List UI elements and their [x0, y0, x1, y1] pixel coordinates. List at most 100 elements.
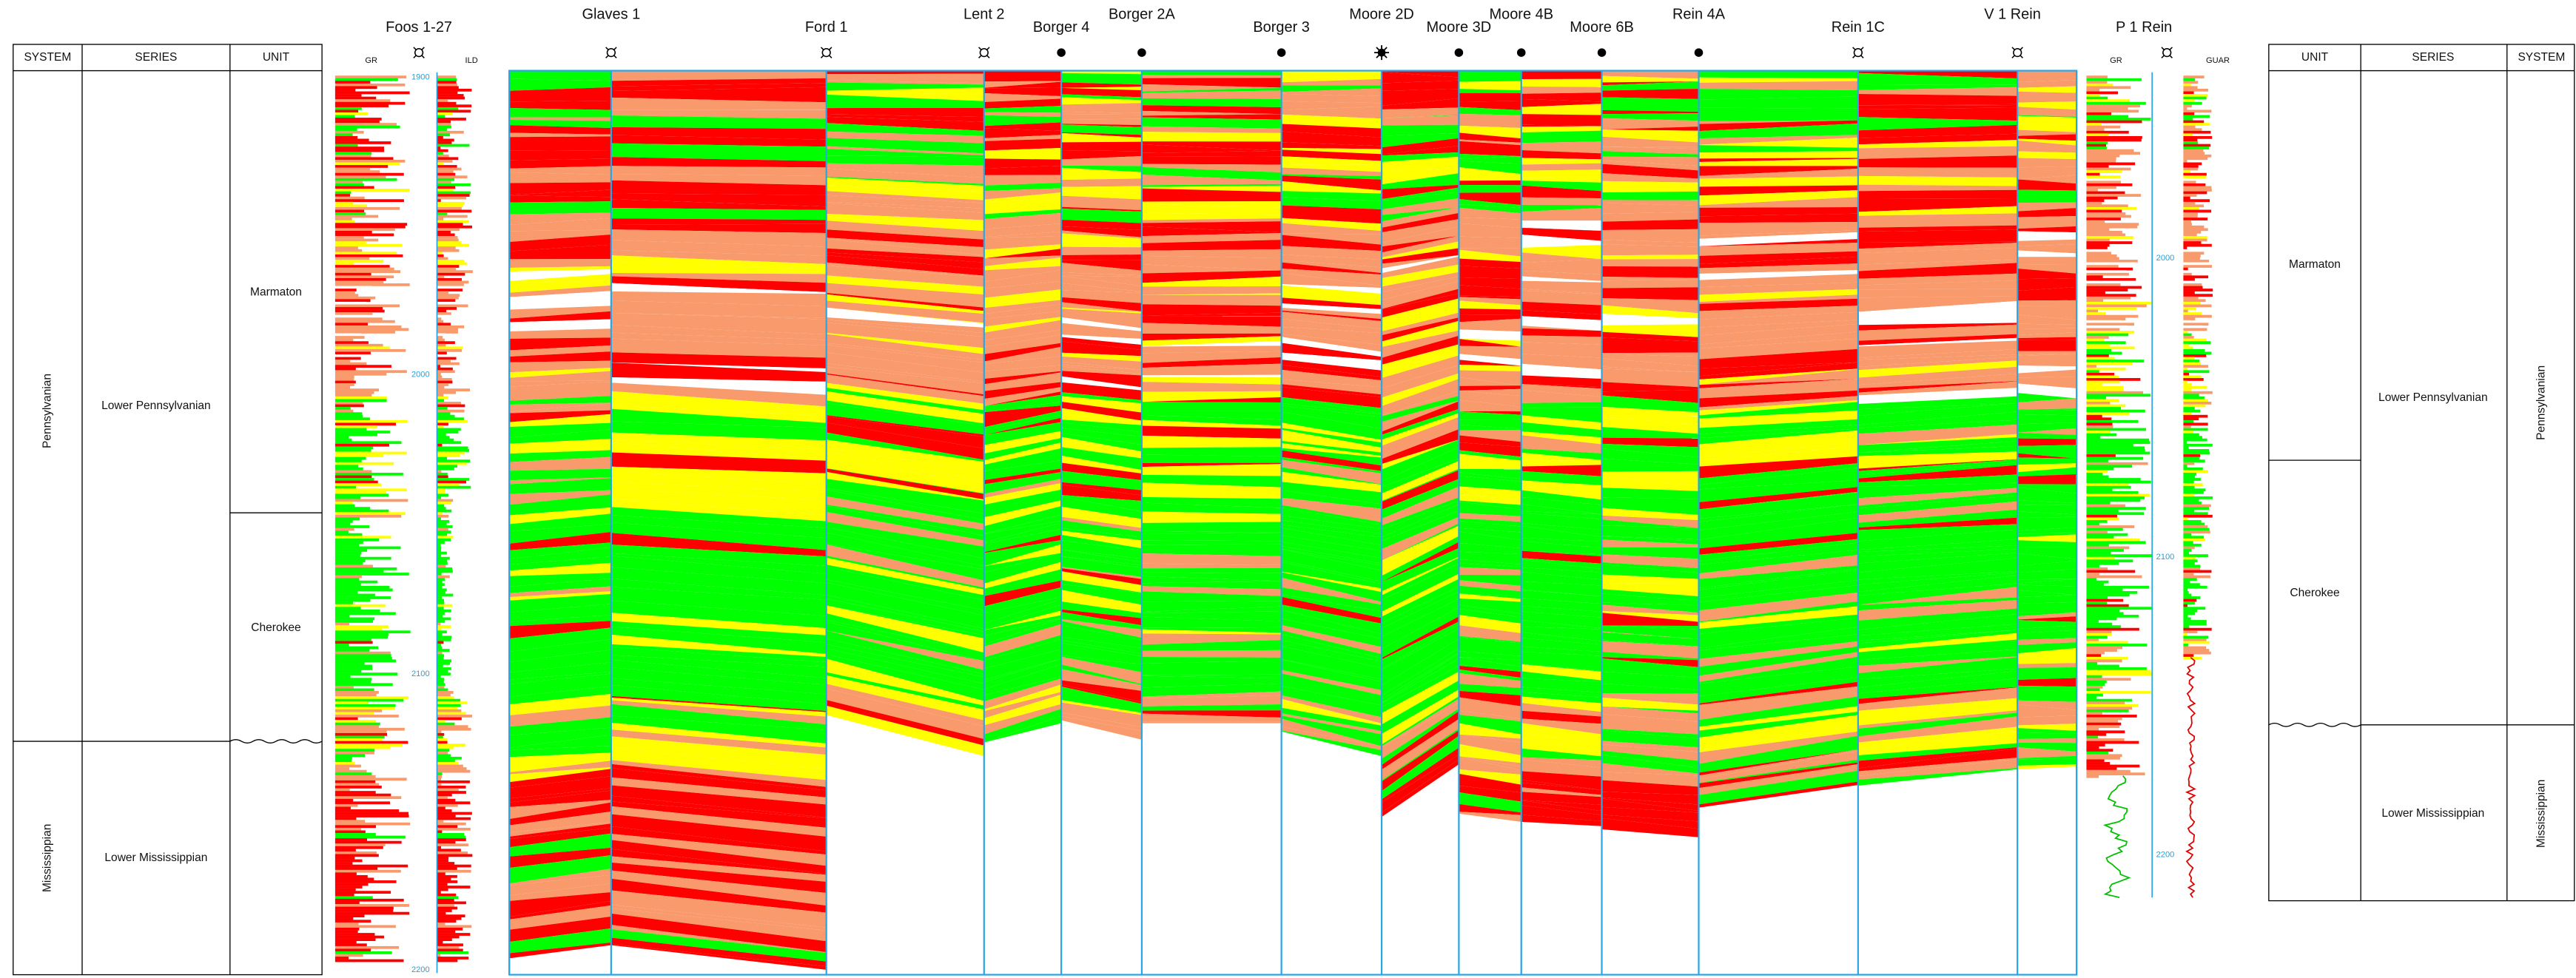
log-well-name: Foos 1-27: [386, 19, 452, 36]
gr-bar: [335, 217, 352, 220]
gr-bar: [2086, 286, 2142, 289]
ild-bar: [437, 770, 471, 773]
gr-bar: [2086, 512, 2144, 515]
ild-bar: [437, 502, 451, 505]
gr-bar: [335, 515, 401, 518]
ild-bar: [437, 280, 469, 283]
guar-bar: [2183, 444, 2212, 447]
band: [1142, 132, 1282, 141]
ild-bar: [437, 576, 450, 579]
well-symbol: [1861, 55, 1863, 58]
band: [1521, 114, 1602, 126]
gr-bar: [335, 809, 399, 812]
ild-bar: [437, 468, 454, 471]
ild-bar: [437, 533, 447, 536]
ild-bar: [437, 228, 460, 231]
guar-bar: [2183, 204, 2204, 207]
gr-bar: [2086, 704, 2138, 707]
gr-bar: [335, 578, 360, 581]
ild-bar: [437, 231, 451, 234]
gr-bar: [2086, 109, 2139, 112]
gr-bar: [2086, 226, 2137, 229]
guar-bar: [2183, 591, 2188, 594]
gr-bar: [2086, 283, 2120, 286]
gr-bar: [335, 712, 374, 715]
gr-bar: [2086, 547, 2129, 550]
gr-bar: [2086, 123, 2101, 126]
ild-bar: [437, 933, 471, 936]
gr-bar: [335, 659, 396, 662]
ild-bar: [437, 449, 469, 452]
ild-bar: [437, 94, 464, 97]
gr-bar: [335, 152, 371, 155]
ild-bar: [437, 851, 468, 854]
guar-bar: [2183, 115, 2210, 118]
gr-bar: [335, 904, 409, 907]
gr-bar: [2086, 260, 2137, 263]
gr-bar: [2086, 767, 2116, 770]
gr-bar: [2086, 121, 2142, 124]
ild-bar: [437, 128, 448, 131]
guar-bar: [2183, 109, 2211, 112]
ild-bar: [437, 907, 458, 910]
band: [2017, 732, 2076, 739]
ild-bar: [437, 457, 447, 460]
guar-bar: [2183, 249, 2199, 252]
gr-bar: [335, 754, 365, 757]
gr-bar: [2086, 336, 2108, 339]
ild-bar: [437, 405, 465, 408]
ild-bar: [437, 691, 454, 694]
guar-bar: [2183, 346, 2193, 349]
ild-bar: [437, 862, 455, 865]
ild-bar: [437, 849, 461, 851]
gr-bar: [335, 786, 382, 789]
gr-bar: [335, 601, 353, 604]
guar-bar: [2183, 594, 2191, 597]
guar-bar: [2183, 163, 2202, 166]
gr-bar: [2086, 268, 2133, 271]
guar-bar: [2183, 302, 2200, 305]
ild-bar: [437, 735, 443, 738]
ild-bar: [437, 444, 443, 447]
guar-bar: [2183, 386, 2207, 389]
gr-bar: [2086, 667, 2146, 670]
ild-bar: [437, 510, 452, 513]
ild-bar: [437, 331, 458, 334]
ild-bar: [437, 586, 443, 589]
gr-bar: [2086, 215, 2131, 218]
gr-bar: [335, 830, 366, 833]
ild-bar: [437, 481, 466, 484]
guar-bar: [2183, 294, 2213, 297]
gr-bar: [2086, 168, 2131, 171]
gr-bar: [335, 283, 410, 286]
ild-bar: [437, 260, 465, 263]
gr-bar: [335, 439, 352, 442]
gr-bar: [2086, 530, 2107, 533]
gr-bar: [2086, 92, 2118, 95]
gr-bar: [335, 123, 397, 126]
gr-bar: [2086, 133, 2108, 136]
ild-bar: [437, 346, 463, 349]
ild-bar: [437, 115, 445, 118]
gr-bar: [335, 759, 352, 762]
gr-bar: [335, 865, 408, 868]
gr-bar: [2086, 118, 2150, 121]
gr-bar: [2086, 599, 2123, 602]
gr-bar: [335, 588, 393, 591]
gr-bar: [335, 488, 407, 491]
gr-bar: [335, 891, 391, 894]
ild-bar: [437, 638, 451, 641]
gr-bar: [335, 938, 376, 941]
gr-bar: [335, 157, 394, 160]
ild-bar: [437, 357, 457, 360]
gr-bar: [2086, 505, 2125, 507]
gr-bar: [335, 647, 378, 650]
gr-bar: [335, 207, 400, 210]
gr-bar: [335, 391, 374, 394]
gr-bar: [335, 454, 383, 457]
series-label: Lower Pennsylvanian: [101, 399, 211, 412]
guar-bar: [2183, 517, 2187, 520]
gr-bar: [2086, 615, 2139, 618]
gr-bar: [335, 752, 374, 755]
gr-bar: [2086, 628, 2139, 631]
